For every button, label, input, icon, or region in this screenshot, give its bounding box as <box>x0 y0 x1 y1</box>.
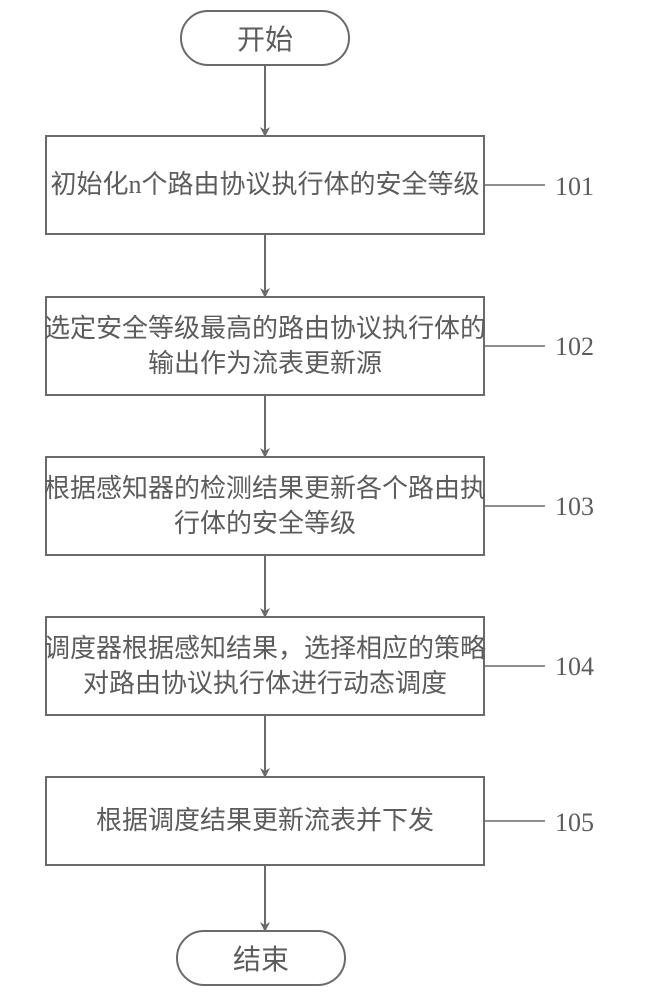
flowchart-canvas: 开始 结束 初始化n个路由协议执行体的安全等级 选定安全等级最高的路由协议执行体… <box>0 0 655 1000</box>
step-label-101: 101 <box>555 172 594 202</box>
process-105-text: 根据调度结果更新流表并下发 <box>96 803 434 838</box>
process-103-text: 根据感知器的检测结果更新各个路由执 行体的安全等级 <box>44 471 486 541</box>
process-104: 调度器根据感知结果，选择相应的策略 对路由协议执行体进行动态调度 <box>45 616 485 716</box>
process-101: 初始化n个路由协议执行体的安全等级 <box>45 135 485 235</box>
process-103: 根据感知器的检测结果更新各个路由执 行体的安全等级 <box>45 456 485 556</box>
start-node: 开始 <box>180 10 350 66</box>
end-node: 结束 <box>176 930 346 986</box>
process-105: 根据调度结果更新流表并下发 <box>45 776 485 866</box>
step-label-103: 103 <box>555 492 594 522</box>
end-label: 结束 <box>233 938 289 978</box>
step-label-102: 102 <box>555 332 594 362</box>
step-label-105: 105 <box>555 808 594 838</box>
process-101-text: 初始化n个路由协议执行体的安全等级 <box>51 167 480 202</box>
step-label-104: 104 <box>555 652 594 682</box>
start-label: 开始 <box>237 18 293 58</box>
process-102: 选定安全等级最高的路由协议执行体的 输出作为流表更新源 <box>45 296 485 396</box>
process-102-text: 选定安全等级最高的路由协议执行体的 输出作为流表更新源 <box>44 311 486 381</box>
label-line-group <box>485 185 545 821</box>
process-104-text: 调度器根据感知结果，选择相应的策略 对路由协议执行体进行动态调度 <box>44 631 486 701</box>
